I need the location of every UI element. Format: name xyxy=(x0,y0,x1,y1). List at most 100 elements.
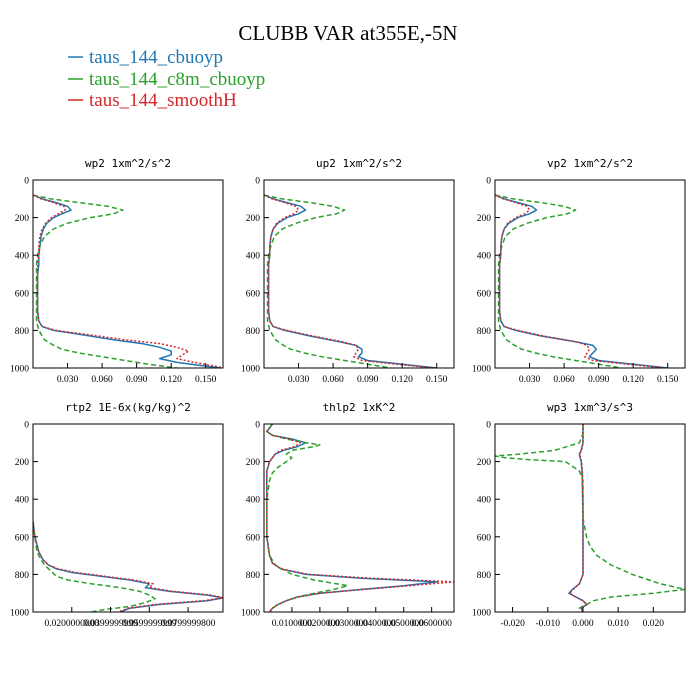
y-tick-label: 0 xyxy=(486,177,491,187)
y-tick-label: 600 xyxy=(477,289,492,299)
y-tick-label: 600 xyxy=(477,533,492,543)
y-tick-label: 1000 xyxy=(472,609,491,619)
subplot-title: wp3 1xm^3/s^3 xyxy=(547,401,633,414)
axes-frame xyxy=(263,423,455,613)
x-tick-label: 0.060 xyxy=(91,375,113,385)
subplot: wp2 1xm^2/s^2 0 200 400 600 800 1000 0.030 0.060… xyxy=(10,157,224,385)
y-tick-label: 600 xyxy=(246,289,261,299)
x-tick-label: 0.0799999800 xyxy=(161,619,216,629)
axes-frame xyxy=(263,179,455,369)
y-tick-label: 800 xyxy=(246,327,261,337)
y-tick-label: 200 xyxy=(246,458,261,468)
y-tick-label: 400 xyxy=(246,496,261,506)
x-tick-label: 0.010 xyxy=(607,619,629,629)
y-tick-label: 600 xyxy=(246,533,261,543)
x-tick-label: 0.0200000 xyxy=(300,619,341,629)
series-line xyxy=(568,424,588,612)
x-tick-label: 0.0399999999 xyxy=(83,619,138,629)
legend-label: taus_144_cbuoyp xyxy=(89,47,223,68)
x-tick-label: 0.150 xyxy=(657,375,679,385)
x-tick-label: 0.0300000 xyxy=(328,619,369,629)
y-tick-label: 0 xyxy=(255,421,260,431)
y-tick-label: 0 xyxy=(24,421,29,431)
x-tick-label: 0.0500000 xyxy=(384,619,425,629)
subplot-title: up2 1xm^2/s^2 xyxy=(316,157,402,170)
y-tick-label: 200 xyxy=(15,458,30,468)
x-tick-label: 0.150 xyxy=(195,375,217,385)
series-line xyxy=(264,194,435,368)
subplot-title: rtp2 1E-6x(kg/kg)^2 xyxy=(65,401,191,414)
subplot: wp3 1xm^3/s^3 0 200 400 600 800 1000 -0.020 -0.0… xyxy=(472,401,686,629)
y-tick-label: 400 xyxy=(477,252,492,262)
y-tick-label: 400 xyxy=(477,496,492,506)
series-line xyxy=(495,194,666,368)
y-tick-label: 800 xyxy=(15,327,30,337)
axes-frame xyxy=(494,179,686,369)
y-tick-label: 200 xyxy=(477,214,492,224)
subplot: up2 1xm^2/s^2 0 200 400 600 800 1000 0.030 0.060… xyxy=(241,157,455,385)
x-tick-label: 0.000 xyxy=(572,619,594,629)
x-tick-label: 0.020 xyxy=(643,619,665,629)
y-tick-label: 1000 xyxy=(241,365,260,375)
x-tick-label: 0.0600000 xyxy=(411,619,452,629)
y-tick-label: 200 xyxy=(477,458,492,468)
y-tick-label: 800 xyxy=(15,571,30,581)
legend: taus_144_cbuoyp taus_144_c8m_cbuoyp taus… xyxy=(68,47,265,111)
y-tick-label: 200 xyxy=(15,214,30,224)
x-tick-label: 0.150 xyxy=(426,375,448,385)
subplot-title: wp2 1xm^2/s^2 xyxy=(85,157,171,170)
y-tick-label: 1000 xyxy=(10,609,29,619)
subplot: vp2 1xm^2/s^2 0 200 400 600 800 1000 0.030 0.060… xyxy=(472,157,686,385)
series-line xyxy=(264,194,391,368)
x-tick-label: -0.010 xyxy=(536,619,561,629)
series-line xyxy=(33,521,223,612)
y-tick-label: 400 xyxy=(246,252,261,262)
legend-label: taus_144_smoothH xyxy=(89,90,237,111)
y-tick-label: 400 xyxy=(15,496,30,506)
series-line xyxy=(33,521,223,612)
subplot: thlp2 1xK^2020040060080010000.01000000.0… xyxy=(241,401,455,629)
y-tick-label: 800 xyxy=(246,571,261,581)
subplot-title: vp2 1xm^2/s^2 xyxy=(547,157,633,170)
x-tick-label: 0.0599999999 xyxy=(122,619,177,629)
series-line xyxy=(264,194,437,368)
y-tick-label: 0 xyxy=(255,177,260,187)
x-tick-label: 0.120 xyxy=(622,375,644,385)
y-tick-label: 800 xyxy=(477,571,492,581)
x-tick-label: 0.120 xyxy=(160,375,182,385)
y-tick-label: 600 xyxy=(15,533,30,543)
axes-frame xyxy=(494,423,686,613)
legend-entry: taus_144_smoothH xyxy=(68,90,237,111)
x-tick-label: -0.020 xyxy=(500,619,525,629)
series-line xyxy=(33,194,221,368)
series-line xyxy=(266,424,454,612)
y-tick-label: 0 xyxy=(486,421,491,431)
x-tick-label: 0.060 xyxy=(322,375,344,385)
series-line xyxy=(568,424,588,612)
y-tick-label: 800 xyxy=(477,327,492,337)
legend-label: taus_144_c8m_cbuoyp xyxy=(89,69,265,90)
series-line xyxy=(33,194,223,368)
x-tick-label: 0.0400000 xyxy=(356,619,397,629)
axes-frame xyxy=(32,423,224,613)
y-tick-label: 0 xyxy=(24,177,29,187)
series-line xyxy=(495,194,668,368)
y-tick-label: 400 xyxy=(15,252,30,262)
subplot-grid: wp2 1xm^2/s^2 0 200 400 600 800 1000 0.030 0.060… xyxy=(10,157,686,629)
x-tick-label: 0.090 xyxy=(126,375,148,385)
y-tick-label: 200 xyxy=(246,214,261,224)
x-tick-label: 0.090 xyxy=(357,375,379,385)
x-tick-label: 0.0200000000 xyxy=(44,619,99,629)
y-tick-label: 1000 xyxy=(241,609,260,619)
legend-entry: taus_144_cbuoyp xyxy=(68,47,223,68)
series-line xyxy=(266,424,438,612)
series-line xyxy=(495,424,685,612)
x-tick-label: 0.0100000 xyxy=(272,619,313,629)
series-line xyxy=(495,194,622,368)
subplot: rtp2 1E-6x(kg/kg)^2 0 200 400 600 800 1000 0.02… xyxy=(10,401,224,629)
x-tick-label: 0.090 xyxy=(588,375,610,385)
x-tick-label: 0.030 xyxy=(288,375,310,385)
series-line xyxy=(266,424,349,612)
axes-frame xyxy=(32,179,224,369)
